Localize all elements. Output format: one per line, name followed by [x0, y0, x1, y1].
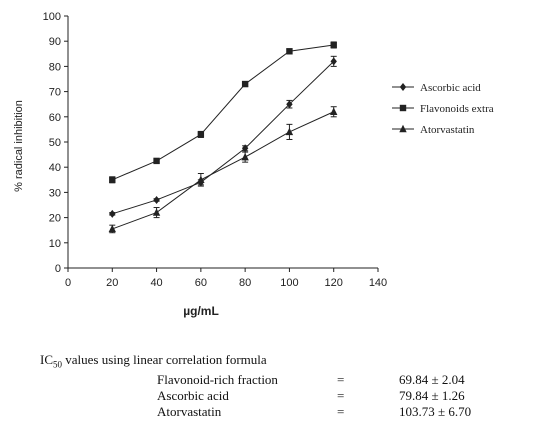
- ic50-row: Ascorbic acid = 79.84 ± 1.26: [157, 388, 471, 404]
- series-line: [112, 61, 335, 215]
- y-tick-label: 70: [49, 87, 61, 99]
- x-axis-label: µg/mL: [183, 304, 219, 318]
- ic50-value: 79.84 ± 1.26: [399, 387, 465, 403]
- data-point: [153, 157, 160, 165]
- legend-item: Ascorbic acid: [392, 82, 481, 94]
- ic50-equals: =: [337, 403, 345, 419]
- legend-marker: [399, 104, 407, 112]
- y-tick-label: 80: [49, 61, 61, 73]
- legend-label: Ascorbic acid: [420, 82, 481, 94]
- series-ascorbic-acid: [109, 55, 337, 218]
- ic50-name: Flavonoid-rich fraction: [157, 371, 278, 387]
- y-tick-label: 90: [49, 36, 61, 48]
- y-axis-label: % radical inhibition: [13, 100, 25, 192]
- data-point: [330, 57, 337, 66]
- ic50-value: 103.73 ± 6.70: [399, 403, 472, 419]
- legend-label: Atorvastatin: [420, 124, 475, 136]
- y-tick-label: 100: [43, 11, 61, 23]
- ic50-equals: =: [337, 371, 345, 387]
- ic50-heading: IC50 values using linear correlation for…: [40, 352, 510, 370]
- ic50-heading-sub: 50: [53, 359, 62, 370]
- y-tick-label: 10: [49, 238, 61, 250]
- ic50-name: Atorvastatin: [157, 403, 222, 419]
- x-tick-label: 80: [239, 277, 251, 289]
- y-tick-label: 40: [49, 162, 61, 174]
- data-point: [152, 208, 161, 216]
- data-point: [285, 127, 294, 136]
- x-tick-label: 120: [325, 277, 343, 289]
- x-tick-label: 20: [106, 277, 118, 289]
- y-tick-label: 0: [55, 263, 61, 275]
- ic50-row: Flavonoid-rich fraction = 69.84 ± 2.04: [157, 372, 471, 388]
- y-tick-label: 60: [49, 112, 61, 124]
- ic50-equals: =: [337, 387, 345, 403]
- data-point: [109, 209, 116, 218]
- data-point: [330, 107, 338, 115]
- data-point: [241, 152, 249, 161]
- data-point: [241, 80, 249, 88]
- legend-label: Flavonoids extra: [420, 103, 494, 115]
- data-point: [286, 48, 293, 55]
- series-line: [112, 111, 334, 230]
- data-point: [197, 131, 205, 138]
- x-tick-label: 40: [150, 277, 162, 289]
- data-point: [241, 144, 249, 153]
- ic50-heading-suffix: values using linear correlation formula: [62, 352, 267, 367]
- ic50-row: Atorvastatin = 103.73 ± 6.70: [157, 404, 471, 420]
- legend-item: Atorvastatin: [392, 124, 475, 136]
- legend-item: Flavonoids extra: [392, 103, 494, 115]
- line-chart: 0 10 20 30 40 50 60 70 80 90 100 0 20 40 60 80 100 120 140…: [13, 11, 494, 318]
- y-tick-label: 50: [49, 137, 61, 149]
- data-point: [330, 41, 337, 49]
- axes: 0 10 20 30 40 50 60 70 80 90 100 0 20 40 60 80 100 120 140…: [13, 11, 387, 318]
- series-atorvastatin: [108, 106, 338, 234]
- y-tick-label: 20: [49, 213, 61, 225]
- series-line: [112, 44, 334, 181]
- x-tick-label: 60: [195, 277, 207, 289]
- data-point: [197, 175, 205, 183]
- data-point: [153, 195, 160, 204]
- data-point: [109, 176, 116, 183]
- data-point: [286, 100, 293, 109]
- ic50-name: Ascorbic acid: [157, 387, 229, 403]
- legend-marker: [399, 83, 407, 91]
- ic50-table: Flavonoid-rich fraction = 69.84 ± 2.04 A…: [157, 372, 471, 420]
- series-flavonoids-extra: [109, 41, 337, 184]
- data-point: [108, 224, 116, 233]
- y-tick-label: 30: [49, 187, 61, 199]
- ic50-heading-prefix: IC: [40, 352, 53, 367]
- x-tick-label: 140: [369, 277, 387, 289]
- legend: Ascorbic acid Flavonoids extra Atorvastati…: [392, 82, 494, 136]
- x-tick-label: 0: [65, 277, 71, 289]
- ic50-block: IC50 values using linear correlation for…: [40, 352, 510, 420]
- ic50-value: 69.84 ± 2.04: [399, 371, 465, 387]
- series-layer: [108, 41, 338, 234]
- legend-marker: [399, 124, 407, 133]
- x-tick-label: 100: [280, 277, 298, 289]
